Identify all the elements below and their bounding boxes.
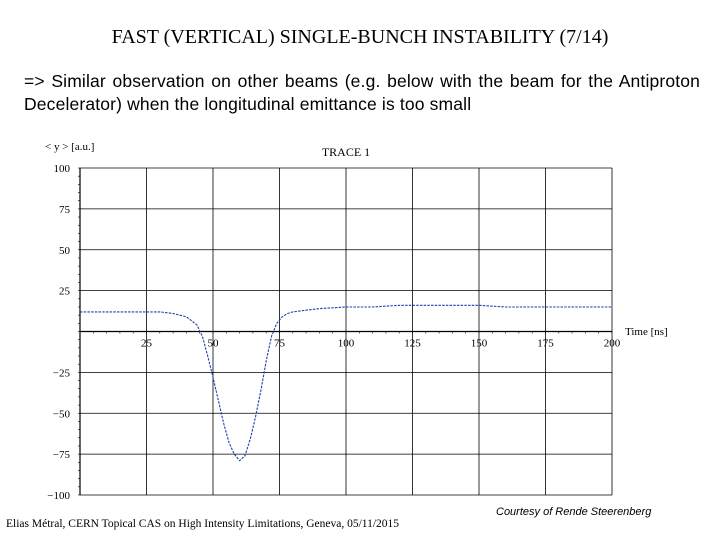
footer-citation: Elias Métral, CERN Topical CAS on High I… [6, 518, 400, 530]
y-tick-label: −100 [47, 490, 70, 502]
x-tick-label: 200 [604, 338, 621, 350]
x-axis-label: Time [ns] [625, 326, 668, 338]
tick-labels: 25 50 75 100 125 150 175 200 100 75 50 25 −25 −50 −75 −… [47, 163, 620, 502]
y-tick-label: −75 [53, 449, 71, 461]
y-tick-label: −25 [53, 367, 71, 379]
y-axis-label: < y > [a.u.] [45, 141, 94, 153]
x-tick-label: 25 [141, 338, 153, 350]
y-tick-label: 25 [59, 286, 71, 298]
x-tick-label: 125 [404, 338, 421, 350]
y-tick-label: 75 [59, 204, 71, 216]
y-tick-label: 50 [59, 245, 71, 257]
x-tick-label: 100 [338, 338, 355, 350]
x-tick-label: 175 [537, 338, 554, 350]
slide-title: FAST (VERTICAL) SINGLE-BUNCH INSTABILITY… [111, 26, 609, 48]
footer-courtesy: Courtesy of Rende Steerenberg [496, 506, 652, 518]
x-tick-label: 150 [471, 338, 488, 350]
x-tick-label: 75 [274, 338, 286, 350]
instability-trace-chart: 25 50 75 100 125 150 175 200 100 75 50 25 −25 −50 −75 −… [45, 141, 668, 502]
y-tick-label: −50 [53, 408, 71, 420]
x-tick-label: 50 [208, 338, 220, 350]
trace-line [80, 304, 612, 462]
y-tick-label: 100 [54, 163, 71, 175]
axes [78, 167, 613, 496]
body-text: => Similar observation on other beams (e… [24, 71, 700, 114]
chart-title: TRACE 1 [322, 145, 370, 159]
